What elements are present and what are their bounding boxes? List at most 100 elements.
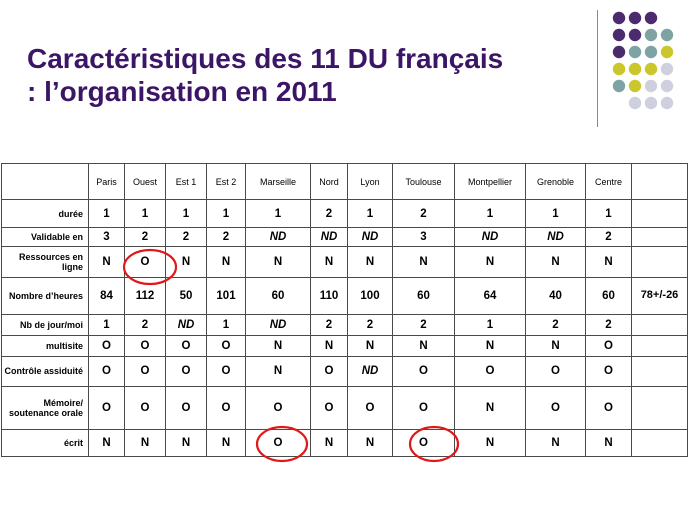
table-cell: N: [165, 428, 207, 458]
table-cell: O: [310, 386, 348, 430]
row-label: écrit: [1, 428, 89, 458]
table-cell: O: [585, 335, 632, 357]
row-label: Nombre d’heures: [1, 276, 89, 316]
table-cell: N: [454, 246, 526, 278]
table-cell: 1: [88, 199, 125, 228]
table-cell: 50: [165, 276, 207, 316]
table-cell: 1: [206, 199, 246, 228]
table-cell: 2: [165, 226, 207, 248]
table-cell: ND: [525, 226, 586, 248]
table-cell: 101: [206, 276, 246, 316]
column-header: Centre: [585, 162, 632, 201]
table-cell: 112: [124, 276, 166, 316]
table-row: Nombre d’heures 84 112 50 101 60 110 100 60 64 40 6…: [1, 276, 688, 316]
table-cell: N: [454, 386, 526, 430]
table-cell: O: [124, 355, 166, 388]
row-label: Nb de jour/moi: [1, 314, 89, 336]
table-cell: O: [88, 386, 125, 430]
table-cell: O: [165, 355, 207, 388]
table-cell: N: [310, 335, 348, 357]
table-cell: O: [206, 386, 246, 430]
decorative-dot: [660, 79, 674, 93]
table-row: écrit N N N N O N N O N N N: [1, 428, 688, 458]
decorative-dot: [644, 79, 658, 93]
table-cell: 2: [585, 314, 632, 336]
table-cell: [631, 428, 688, 458]
table-cell: O: [245, 386, 311, 430]
table-cell: 2: [347, 314, 393, 336]
slide-title: Caractéristiques des 11 DU français : l’…: [27, 42, 607, 108]
table-cell: N: [454, 335, 526, 357]
table-cell: O: [525, 386, 586, 430]
table-cell: 2: [310, 314, 348, 336]
table-cell: 2: [392, 199, 455, 228]
table-cell: ND: [245, 314, 311, 336]
table-cell: N: [347, 335, 393, 357]
table-row: multisite O O O O N N N N N N O: [1, 335, 688, 357]
table-cell: 1: [124, 199, 166, 228]
table-cell: N: [585, 428, 632, 458]
table-cell: O: [165, 386, 207, 430]
table-cell: N: [310, 246, 348, 278]
table-cell: 2: [310, 199, 348, 228]
table-cell: 3: [88, 226, 125, 248]
table-cell: 1: [88, 314, 125, 336]
column-header: Marseille: [245, 162, 311, 201]
table-cell: 1: [206, 314, 246, 336]
table-cell: ND: [165, 314, 207, 336]
decorative-dot-grid: [612, 11, 674, 110]
table-cell: 2: [392, 314, 455, 336]
table-cell: O: [585, 355, 632, 388]
table-cell: N: [525, 335, 586, 357]
table-cell: N: [347, 246, 393, 278]
decorative-dot: [644, 62, 658, 76]
table-corner-cell: [1, 162, 89, 201]
table-cell: ND: [310, 226, 348, 248]
table-cell: O: [88, 335, 125, 357]
table-cell: ND: [454, 226, 526, 248]
row-label: durée: [1, 199, 89, 228]
column-header: Ouest: [124, 162, 166, 201]
decorative-dot: [612, 45, 626, 59]
column-header: Toulouse: [392, 162, 455, 201]
decorative-dot: [628, 79, 642, 93]
table-cell: O: [392, 386, 455, 430]
table-row: Nb de jour/moi 1 2 ND 1 ND 2 2 2 1 2 2: [1, 314, 688, 336]
decorative-divider: [597, 10, 598, 127]
row-label: Ressources en ligne: [1, 246, 89, 278]
decorative-dot: [612, 79, 626, 93]
table-cell: O: [165, 335, 207, 357]
table-cell: 110: [310, 276, 348, 316]
decorative-dot: [644, 28, 658, 42]
comparison-table: Paris Ouest Est 1 Est 2 Marseille Nord Lyon Tou…: [1, 162, 688, 458]
decorative-dot: [644, 96, 658, 110]
table-cell: 1: [585, 199, 632, 228]
table-cell: N: [392, 335, 455, 357]
table-cell: 2: [124, 226, 166, 248]
table-cell: [631, 226, 688, 248]
table-cell: N: [310, 428, 348, 458]
table-cell: 1: [165, 199, 207, 228]
table-row: durée 1 1 1 1 1 2 1 2 1 1 1: [1, 199, 688, 228]
table-cell: O: [454, 355, 526, 388]
row-label: multisite: [1, 335, 89, 357]
table-cell: O: [392, 355, 455, 388]
table-cell: N: [525, 428, 586, 458]
table-cell: [631, 386, 688, 430]
decorative-dot: [612, 28, 626, 42]
table-cell: N: [392, 246, 455, 278]
table-header-row: Paris Ouest Est 1 Est 2 Marseille Nord Lyon Tou…: [1, 162, 688, 201]
slide-title-line-2: : l’organisation en 2011: [27, 76, 337, 107]
table-cell: ND: [347, 355, 393, 388]
row-label: Contrôle assiduité: [1, 355, 89, 388]
table-cell: N: [454, 428, 526, 458]
table-cell: N: [525, 246, 586, 278]
table-cell: O: [310, 355, 348, 388]
decorative-dot: [660, 28, 674, 42]
decorative-dot: [660, 62, 674, 76]
table-cell: N: [165, 246, 207, 278]
table-cell: O: [392, 428, 455, 458]
table-cell: [631, 314, 688, 336]
table-cell: [631, 355, 688, 388]
table-cell: N: [245, 335, 311, 357]
